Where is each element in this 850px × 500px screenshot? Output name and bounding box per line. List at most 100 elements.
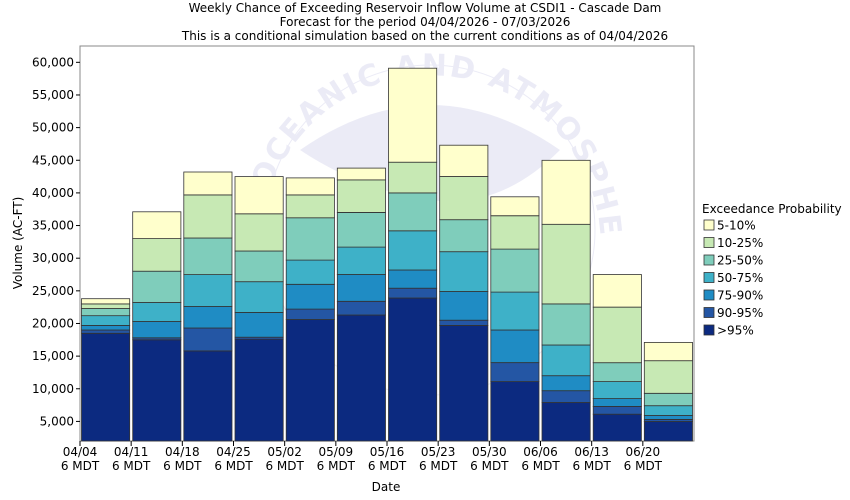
bar-segment-2-0 <box>183 350 233 442</box>
bar-segment-2-3 <box>183 274 233 307</box>
bar-segment-3-4 <box>234 250 284 283</box>
x-tick-label-date: 06/13 <box>574 445 609 459</box>
bar-segment-4-3 <box>285 259 335 285</box>
bar-segment-11-2 <box>643 415 693 420</box>
y-axis: 5,000 10,000 15,000 20,000 25,000 30,000 35,00… <box>32 55 80 428</box>
y-tick-label: 30,000 <box>32 251 74 265</box>
bar-segment-4-2 <box>285 283 335 310</box>
bar-segment-3-0 <box>234 338 284 442</box>
bar-stack-0 <box>81 298 131 442</box>
y-tick-label: 5,000 <box>40 414 74 428</box>
chart-subtitle-conditions: This is a conditional simulation based o… <box>181 29 668 43</box>
bar-stack-8 <box>490 196 540 442</box>
bar-segment-2-4 <box>183 237 233 275</box>
x-tick-label-date: 05/16 <box>370 445 405 459</box>
bar-segment-6-3 <box>388 230 438 271</box>
bar-segment-0-0 <box>81 332 131 442</box>
bar-segment-2-5 <box>183 194 233 239</box>
x-tick-label-date: 06/06 <box>523 445 558 459</box>
bar-segment-8-6 <box>490 196 540 217</box>
legend-label: 5-10% <box>717 219 756 233</box>
bar-segment-3-5 <box>234 213 284 252</box>
bar-segment-7-3 <box>439 251 489 292</box>
bar-segment-0-5 <box>81 303 131 309</box>
bar-segment-0-3 <box>81 315 131 326</box>
bar-segment-2-1 <box>183 327 233 352</box>
legend-label: 90-95% <box>717 306 763 320</box>
bar-segment-7-1 <box>439 319 489 326</box>
bar-segment-11-6 <box>643 341 693 362</box>
legend-label: 10-25% <box>717 236 763 250</box>
legend-item: >95% <box>703 324 754 338</box>
bars-layer <box>81 67 693 442</box>
y-tick-label: 40,000 <box>32 186 74 200</box>
bar-segment-8-5 <box>490 215 540 250</box>
bar-segment-9-0 <box>541 402 591 442</box>
bar-segment-5-5 <box>336 179 386 213</box>
legend-items: 5-10% 10-25% 25-50% 50-75% 75-90% 90-95% >95% <box>703 219 763 338</box>
chart-subtitle: Forecast for the period 04/04/2026 - 07/… <box>280 15 571 29</box>
legend-label: 50-75% <box>717 271 763 285</box>
x-tick-label-date: 04/18 <box>165 445 200 459</box>
y-tick-label: 60,000 <box>32 55 74 69</box>
bar-segment-2-2 <box>183 306 233 329</box>
legend-swatch <box>703 307 715 318</box>
bar-segment-9-6 <box>541 159 591 225</box>
bar-segment-4-0 <box>285 319 335 442</box>
bar-segment-10-6 <box>592 274 642 308</box>
bar-segment-0-2 <box>81 324 131 331</box>
x-tick-label-date: 05/23 <box>421 445 456 459</box>
legend-swatch <box>703 219 715 231</box>
bar-segment-8-1 <box>490 362 540 383</box>
y-axis-label: Volume (AC-FT) <box>11 197 25 290</box>
legend-title: Exceedance Probability <box>702 202 842 216</box>
bar-segment-10-1 <box>592 405 642 415</box>
x-tick-label-time: 6 MDT <box>624 459 663 473</box>
legend-label: 25-50% <box>717 254 763 268</box>
bar-segment-11-4 <box>643 392 693 407</box>
x-tick-label-time: 6 MDT <box>521 459 560 473</box>
bar-segment-7-4 <box>439 219 489 253</box>
y-tick-label: 50,000 <box>32 121 74 135</box>
bar-stack-11 <box>643 341 693 442</box>
bar-segment-8-3 <box>490 291 540 331</box>
bar-segment-10-2 <box>592 398 642 407</box>
bar-segment-6-1 <box>388 287 438 299</box>
bar-segment-1-6 <box>132 211 182 240</box>
legend-swatch <box>703 237 715 248</box>
bar-segment-7-5 <box>439 176 489 221</box>
bar-segment-11-5 <box>643 360 693 394</box>
legend-swatch <box>703 324 715 336</box>
legend-item: 90-95% <box>703 306 763 320</box>
bar-segment-1-3 <box>132 302 182 322</box>
bar-segment-8-4 <box>490 248 540 293</box>
bar-segment-9-5 <box>541 223 591 305</box>
bar-segment-8-0 <box>490 381 540 442</box>
x-tick-label-date: 06/20 <box>626 445 661 459</box>
bar-segment-7-0 <box>439 324 489 442</box>
y-tick-label: 10,000 <box>32 382 74 396</box>
bar-segment-5-4 <box>336 212 386 248</box>
bar-segment-10-3 <box>592 381 642 400</box>
bar-segment-4-4 <box>285 217 335 261</box>
bar-segment-3-2 <box>234 311 284 338</box>
legend-item: 5-10% <box>703 219 756 233</box>
bar-segment-7-6 <box>439 144 489 177</box>
legend-item: 75-90% <box>703 289 763 303</box>
bar-stack-7 <box>439 144 489 442</box>
bar-segment-11-3 <box>643 405 693 416</box>
bar-segment-4-1 <box>285 308 335 320</box>
x-tick-label-date: 04/04 <box>63 445 98 459</box>
x-tick-label-time: 6 MDT <box>265 459 304 473</box>
bar-segment-10-5 <box>592 306 642 364</box>
x-axis-label: Date <box>372 480 401 494</box>
bar-stack-4 <box>285 177 335 442</box>
bar-segment-6-0 <box>388 297 438 442</box>
x-tick-label-date: 05/09 <box>319 445 354 459</box>
legend-swatch <box>703 254 715 266</box>
y-tick-label: 20,000 <box>32 316 74 330</box>
legend: Exceedance Probability 5-10% 10-25% 25-50%… <box>702 202 842 338</box>
x-tick-label-time: 6 MDT <box>61 459 100 473</box>
bar-segment-5-0 <box>336 314 386 442</box>
